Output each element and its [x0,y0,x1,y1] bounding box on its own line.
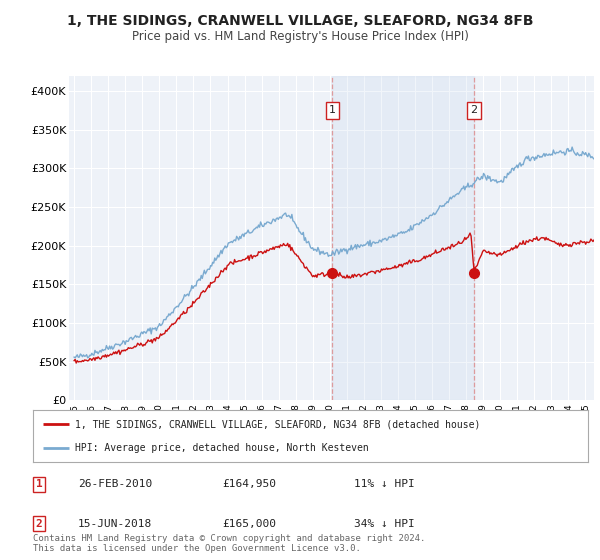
Text: 1: 1 [329,105,336,115]
Text: 15-JUN-2018: 15-JUN-2018 [78,519,152,529]
Text: 34% ↓ HPI: 34% ↓ HPI [354,519,415,529]
Text: Contains HM Land Registry data © Crown copyright and database right 2024.
This d: Contains HM Land Registry data © Crown c… [33,534,425,553]
Text: Price paid vs. HM Land Registry's House Price Index (HPI): Price paid vs. HM Land Registry's House … [131,30,469,43]
Bar [332,76,474,400]
Text: £164,950: £164,950 [222,479,276,489]
Text: 2: 2 [35,519,43,529]
Text: £165,000: £165,000 [222,519,276,529]
Text: 1, THE SIDINGS, CRANWELL VILLAGE, SLEAFORD, NG34 8FB: 1, THE SIDINGS, CRANWELL VILLAGE, SLEAFO… [67,14,533,28]
Text: 1: 1 [35,479,43,489]
Text: 11% ↓ HPI: 11% ↓ HPI [354,479,415,489]
Text: 2: 2 [470,105,478,115]
Text: 1, THE SIDINGS, CRANWELL VILLAGE, SLEAFORD, NG34 8FB (detached house): 1, THE SIDINGS, CRANWELL VILLAGE, SLEAFO… [74,419,480,430]
Text: 26-FEB-2010: 26-FEB-2010 [78,479,152,489]
Text: HPI: Average price, detached house, North Kesteven: HPI: Average price, detached house, Nort… [74,443,368,453]
